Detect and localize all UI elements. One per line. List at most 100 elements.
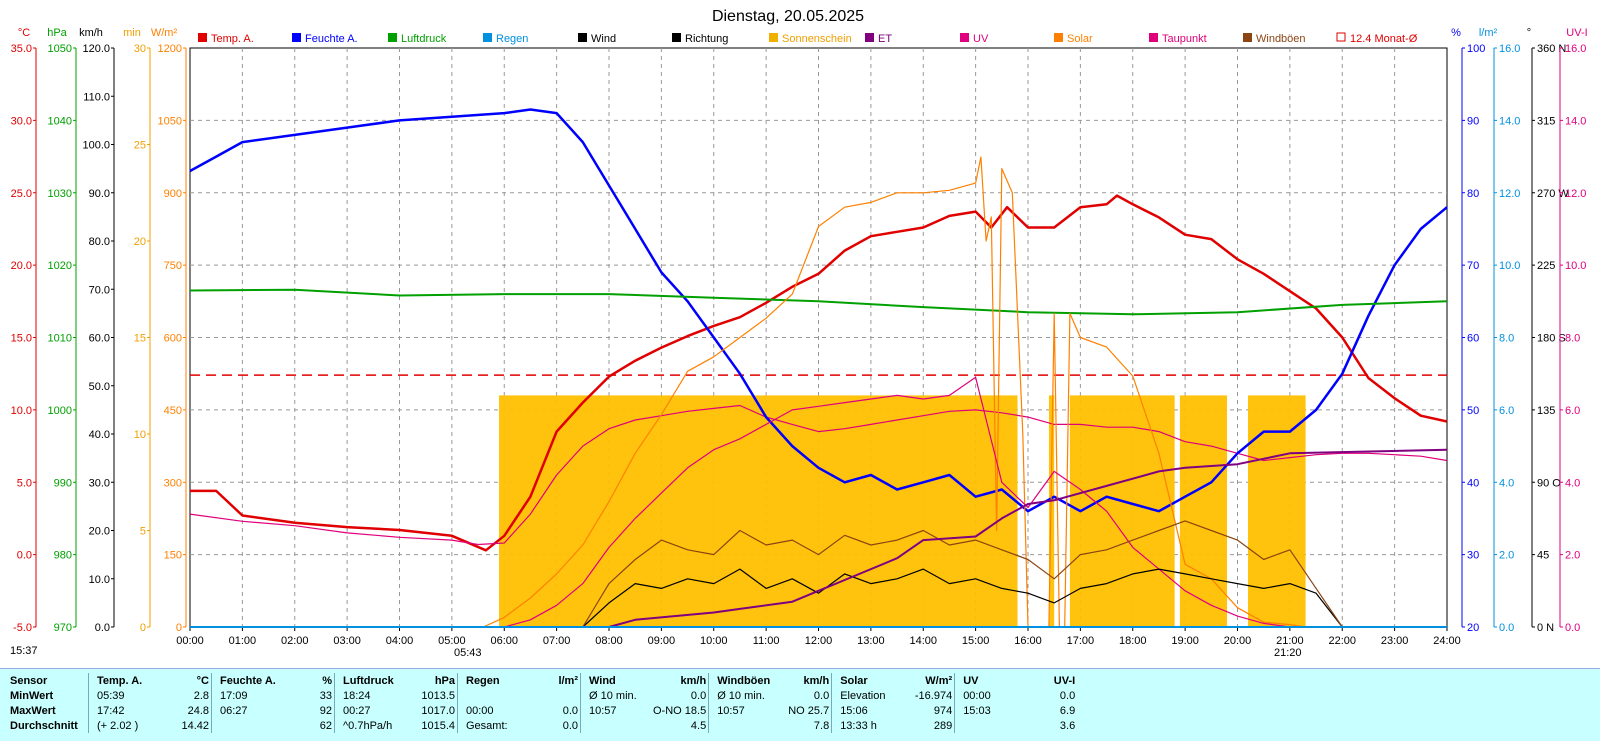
stats-cell: 0.0 bbox=[813, 689, 830, 702]
axis-tick-label-rain: 12.0 bbox=[1499, 188, 1520, 200]
legend-swatch bbox=[292, 33, 301, 42]
stats-cell: 17:09 bbox=[220, 689, 248, 702]
stats-separator bbox=[831, 718, 839, 733]
x-tick-label: 00:00 bbox=[176, 635, 204, 647]
legend-swatch bbox=[198, 33, 207, 42]
axis-tick-label-rain: 10.0 bbox=[1499, 260, 1520, 272]
x-tick-label: 24:00 bbox=[1433, 635, 1461, 647]
axis-tick-label-wind: 10.0 bbox=[89, 574, 110, 586]
x-tick-label: 08:00 bbox=[595, 635, 623, 647]
axis-tick-label-temp: 20.0 bbox=[11, 260, 32, 272]
axis-tick-label-temp: 0.0 bbox=[17, 550, 32, 562]
stats-separator bbox=[831, 703, 839, 718]
axis-tick-label-uv: 10.0 bbox=[1565, 260, 1586, 272]
axis-tick-label-sunmin: 10 bbox=[134, 429, 146, 441]
stats-cell: 14.42 bbox=[181, 719, 209, 732]
stats-panel: Sensor Temp. A. °C Feuchte A.% Luftdruck hPa R… bbox=[0, 668, 1600, 741]
axis-tick-label-wind: 70.0 bbox=[89, 284, 110, 296]
stats-cell: (+ 2.02 ) bbox=[97, 719, 139, 732]
stats-cell: hPa bbox=[434, 674, 455, 687]
stats-header-row: Sensor Temp. A. °C Feuchte A.% Luftdruck hPa R… bbox=[8, 673, 1077, 688]
axis-tick-label-uv: 2.0 bbox=[1565, 550, 1580, 562]
axis-tick-label-sunmin: 30 bbox=[134, 43, 146, 55]
axis-unit-direction: ° bbox=[1527, 27, 1531, 39]
axis-tick-label-pressure: 990 bbox=[54, 477, 72, 489]
legend-label: Solar bbox=[1067, 33, 1093, 45]
stats-cell: 24.8 bbox=[187, 704, 209, 717]
axis-tick-label-temp: 10.0 bbox=[11, 405, 32, 417]
axis-tick-label-humidity: 90 bbox=[1467, 115, 1479, 127]
stats-separator bbox=[954, 688, 962, 703]
axis-tick-label-direction: 0 N bbox=[1537, 622, 1554, 634]
stats-cell: 00:00 bbox=[963, 689, 991, 702]
legend-label: Regen bbox=[496, 33, 528, 45]
stats-cell: 0.0 bbox=[562, 704, 578, 717]
stats-cell bbox=[528, 688, 581, 703]
stats-cell: Gesamt: bbox=[466, 719, 508, 732]
stats-cell: 00:00 bbox=[466, 704, 494, 717]
series-windb-en bbox=[582, 520, 1343, 628]
axis-tick-label-humidity: 100 bbox=[1467, 43, 1485, 55]
axis-tick-label-pressure: 1010 bbox=[48, 333, 72, 345]
stats-cell: 05:39 bbox=[97, 689, 125, 702]
sunshine-block bbox=[499, 395, 1018, 627]
stats-separator bbox=[580, 688, 587, 703]
axis-tick-label-wind: 40.0 bbox=[89, 429, 110, 441]
stats-cell: 2.8 bbox=[193, 689, 209, 702]
axis-tick-label-sunmin: 25 bbox=[134, 140, 146, 152]
stats-separator bbox=[334, 688, 341, 703]
axis-tick-label-temp: 35.0 bbox=[11, 43, 32, 55]
sunrise-time: 05:43 bbox=[454, 647, 482, 659]
stats-cell: 15:06 bbox=[840, 704, 868, 717]
stats-cell: W/m² bbox=[925, 674, 953, 687]
axis-tick-label-direction: 180 S bbox=[1537, 333, 1566, 345]
chart-title: Dienstag, 20.05.2025 bbox=[712, 8, 864, 25]
axis-tick-label-solar: 150 bbox=[164, 550, 182, 562]
axis-tick-label-solar: 600 bbox=[164, 333, 182, 345]
axis-tick-label-direction: 360 N bbox=[1537, 43, 1566, 55]
stats-cell: 1013.5 bbox=[421, 689, 455, 702]
stats-cell: Wind bbox=[589, 674, 616, 687]
legend-swatch bbox=[865, 33, 874, 42]
legend-label: UV bbox=[973, 33, 989, 45]
x-tick-label: 20:00 bbox=[1224, 635, 1252, 647]
axis-tick-label-temp: 5.0 bbox=[17, 477, 32, 489]
legend-label: ET bbox=[878, 33, 892, 45]
axis-tick-label-rain: 0.0 bbox=[1499, 622, 1514, 634]
stats-separator bbox=[334, 703, 341, 718]
axis-tick-label-wind: 60.0 bbox=[89, 333, 110, 345]
axis-tick-label-temp: -5.0 bbox=[13, 622, 32, 634]
axis-tick-label-pressure: 1040 bbox=[48, 115, 72, 127]
stats-cell: 10:57 bbox=[717, 704, 745, 717]
stats-cell: Ø 10 min. bbox=[717, 689, 765, 702]
axis-tick-label-wind: 110.0 bbox=[83, 91, 110, 103]
axis-unit-solar: W/m² bbox=[151, 27, 178, 39]
axis-tick-label-rain: 2.0 bbox=[1499, 550, 1514, 562]
axis-unit-wind: km/h bbox=[79, 27, 103, 39]
axis-tick-label-wind: 20.0 bbox=[89, 526, 110, 538]
axis-tick-label-direction: 90 O bbox=[1537, 477, 1561, 489]
stats-separator bbox=[211, 688, 218, 703]
stats-separator bbox=[88, 688, 95, 703]
x-tick-label: 07:00 bbox=[543, 635, 571, 647]
stats-table: Sensor Temp. A. °C Feuchte A.% Luftdruck hPa R… bbox=[8, 673, 1078, 733]
axis-tick-label-sunmin: 5 bbox=[140, 526, 146, 538]
stats-separator bbox=[708, 718, 716, 733]
stats-separator bbox=[954, 673, 962, 688]
legend-label: Richtung bbox=[685, 33, 728, 45]
stats-cell bbox=[715, 718, 779, 733]
stats-cell: km/h bbox=[680, 674, 707, 687]
series-wind bbox=[582, 568, 1343, 628]
x-tick-label: 19:00 bbox=[1171, 635, 1199, 647]
axis-tick-label-wind: 0.0 bbox=[95, 622, 110, 634]
stats-cell: 18:24 bbox=[343, 689, 371, 702]
x-tick-label: 04:00 bbox=[386, 635, 414, 647]
axis-tick-label-uv: 14.0 bbox=[1565, 115, 1586, 127]
stats-separator bbox=[88, 673, 95, 688]
axis-tick-label-uv: 6.0 bbox=[1565, 405, 1580, 417]
x-tick-label: 06:00 bbox=[490, 635, 518, 647]
stats-cell: 0.0 bbox=[562, 719, 578, 732]
stats-cell: 6.9 bbox=[1059, 704, 1076, 717]
axis-tick-label-direction: 135 bbox=[1537, 405, 1555, 417]
x-tick-label: 12:00 bbox=[805, 635, 833, 647]
